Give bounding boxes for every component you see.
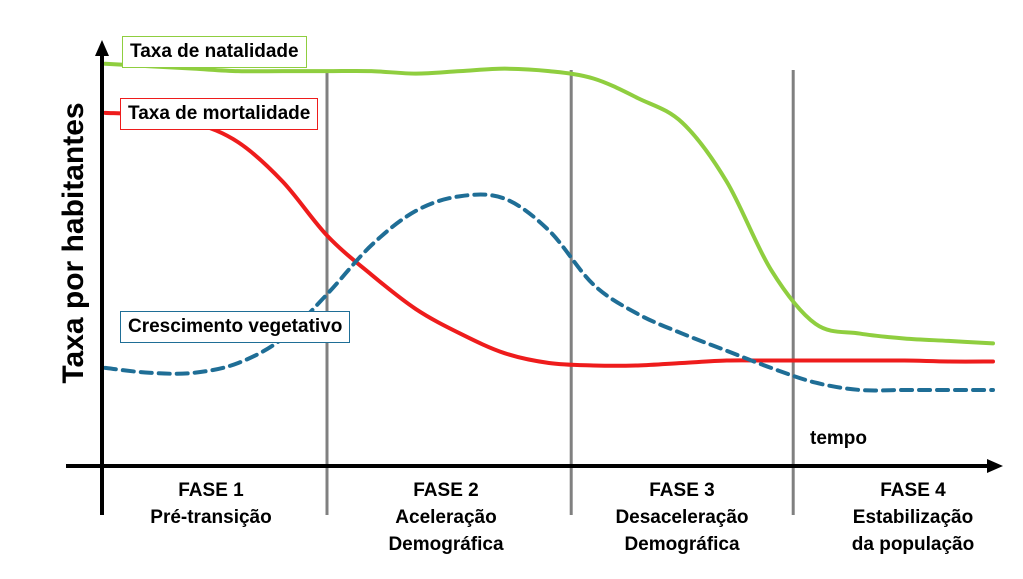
y-axis-label: Taxa por habitantes xyxy=(57,102,90,384)
legend-crescimento: Crescimento vegetativo xyxy=(120,311,351,343)
series-line-3 xyxy=(103,192,995,393)
phase-3: FASE 3 Desaceleração Demográfica xyxy=(582,477,782,558)
phase-4-title: FASE 4 xyxy=(880,480,946,501)
phase-3-line1: Desaceleração xyxy=(615,507,749,528)
phase-4-line1: Estabilização xyxy=(852,507,974,528)
y-axis-arrow xyxy=(95,40,109,56)
phase-3-line2: Demográfica xyxy=(624,534,740,555)
series-line-2 xyxy=(103,110,995,368)
legend-mortalidade: Taxa de mortalidade xyxy=(120,98,319,130)
series-line-1 xyxy=(103,61,995,346)
phase-3-title: FASE 3 xyxy=(649,480,715,501)
phase-1-line1: Pré-transição xyxy=(150,507,272,528)
legend-natalidade: Taxa de natalidade xyxy=(122,36,307,68)
phase-1: FASE 1 Pré-transição xyxy=(111,477,311,531)
phase-4: FASE 4 Estabilização da população xyxy=(813,477,1013,558)
phase-2: FASE 2 Aceleração Demográfica xyxy=(346,477,546,558)
phase-2-title: FASE 2 xyxy=(413,480,479,501)
phase-2-line2: Demográfica xyxy=(388,534,504,555)
x-axis-label: tempo xyxy=(810,428,867,449)
phase-2-line1: Aceleração xyxy=(395,507,497,528)
phase-4-line2: da população xyxy=(851,534,975,555)
x-axis-arrow xyxy=(987,459,1003,473)
phase-1-title: FASE 1 xyxy=(178,480,244,501)
